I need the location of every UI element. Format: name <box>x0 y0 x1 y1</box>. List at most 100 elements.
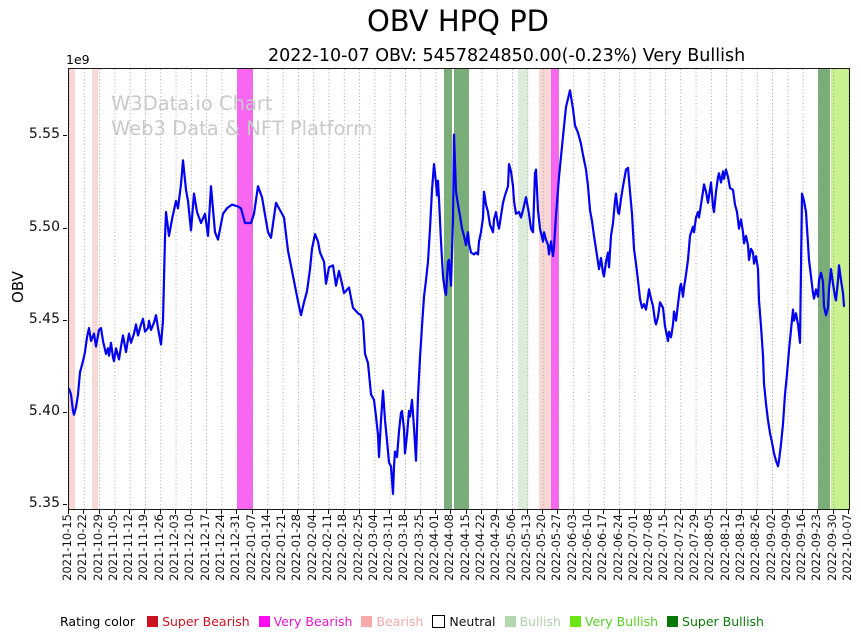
x-tick-label: 2022-07-15 <box>656 514 671 581</box>
legend-item-bearish: Bearish <box>361 614 423 629</box>
x-tick-label: 2021-12-24 <box>212 514 227 581</box>
legend-item-very-bearish: Very Bearish <box>258 614 352 629</box>
y-tick-label: 5.50 <box>28 218 60 235</box>
x-tick-mark <box>848 510 849 514</box>
x-tick-mark <box>786 510 788 514</box>
x-tick-label: 2021-10-15 <box>60 514 74 581</box>
legend-swatch <box>569 616 581 627</box>
x-tick-label: 2022-09-16 <box>794 514 809 581</box>
legend-label: Bullish <box>519 614 561 629</box>
watermark-text: W3Data.io Chart <box>111 92 273 115</box>
x-tick-mark <box>389 510 391 514</box>
x-tick-mark <box>251 510 253 514</box>
y-tick-label: 5.35 <box>28 494 60 511</box>
x-tick-mark <box>190 510 192 514</box>
x-tick-label: 2021-12-17 <box>197 514 212 581</box>
legend-label: Super Bullish <box>682 614 764 629</box>
x-tick-mark <box>220 510 222 514</box>
x-tick-label: 2022-06-17 <box>595 514 610 581</box>
x-tick-label: 2022-04-29 <box>488 514 503 581</box>
x-tick-label: 2021-11-26 <box>151 514 166 581</box>
x-tick-label: 2022-03-25 <box>411 514 426 581</box>
x-tick-label: 2021-12-31 <box>228 514 243 581</box>
x-tick-mark <box>480 510 482 514</box>
y-tick-label: 5.45 <box>28 310 60 327</box>
x-tick-label: 2022-06-10 <box>580 514 594 581</box>
x-tick-mark <box>465 510 467 514</box>
legend-item-super-bearish: Super Bearish <box>147 614 250 629</box>
plot-area: W3Data.io Chart Web3 Data & NFT Platform <box>68 68 850 510</box>
x-tick-mark <box>542 510 544 514</box>
chart-subtitle: 2022-10-07 OBV: 5457824850.00(-0.23%) Ve… <box>268 46 746 66</box>
legend-swatch <box>667 616 679 627</box>
x-tick-label: 2022-09-23 <box>809 514 824 581</box>
x-tick-mark <box>618 510 620 514</box>
x-tick-label: 2022-07-08 <box>641 514 656 581</box>
x-tick-mark <box>266 510 268 514</box>
x-tick-mark <box>664 510 666 514</box>
y-tick-label: 5.55 <box>28 126 60 143</box>
x-tick-mark <box>740 510 742 514</box>
rating-band-bearish <box>69 69 75 509</box>
x-tick-label: 2021-12-10 <box>182 514 197 581</box>
rating-band-very-bullish <box>831 69 849 509</box>
x-tick-label: 2022-05-06 <box>503 514 518 581</box>
x-tick-label: 2022-06-03 <box>564 514 579 581</box>
x-tick-mark <box>511 510 513 514</box>
x-tick-label: 2022-01-21 <box>274 514 289 581</box>
x-tick-mark <box>144 510 146 514</box>
y-tick-mark <box>63 135 67 137</box>
x-tick-mark <box>832 510 834 514</box>
x-tick-label: 2022-03-04 <box>365 514 380 581</box>
legend-swatch <box>147 616 159 627</box>
x-tick-mark <box>175 510 177 514</box>
x-tick-label: 2022-08-26 <box>748 514 763 581</box>
chart-title: OBV HPQ PD <box>366 4 550 38</box>
x-tick-label: 2022-01-07 <box>243 514 258 581</box>
x-tick-mark <box>404 510 406 514</box>
legend-label: Super Bearish <box>162 614 250 629</box>
x-tick-mark <box>557 510 559 514</box>
x-tick-label: 2022-06-24 <box>610 514 625 581</box>
x-tick-mark <box>129 510 131 514</box>
x-tick-label: 2022-08-19 <box>732 514 747 581</box>
legend-title: Rating color <box>60 614 136 629</box>
x-tick-mark <box>496 510 498 514</box>
x-tick-mark <box>68 510 69 514</box>
x-tick-label: 2022-01-14 <box>258 514 273 581</box>
x-tick-mark <box>802 510 804 514</box>
x-tick-mark <box>98 510 100 514</box>
legend-label: Neutral <box>449 614 496 629</box>
x-tick-label: 2022-04-01 <box>427 514 442 581</box>
x-tick-mark <box>572 510 574 514</box>
x-tick-label: 2022-07-29 <box>687 514 702 581</box>
x-tick-mark <box>633 510 635 514</box>
x-tick-mark <box>603 510 605 514</box>
x-tick-label: 2022-03-11 <box>381 514 396 581</box>
y-axis-offset-label: 1e9 <box>66 52 90 67</box>
x-tick-mark <box>312 510 314 514</box>
x-tick-mark <box>113 510 115 514</box>
y-tick-mark <box>63 319 67 321</box>
rating-band-bearish <box>539 69 551 509</box>
rating-band-very-bearish <box>237 69 253 509</box>
x-tick-label: 2022-08-05 <box>702 514 717 581</box>
x-tick-mark <box>343 510 345 514</box>
x-tick-label: 2022-08-12 <box>717 514 732 581</box>
legend-swatch <box>432 615 446 628</box>
x-tick-label: 2022-02-04 <box>304 514 319 581</box>
x-tick-label: 2022-10-07 <box>840 514 854 581</box>
x-tick-label: 2021-12-03 <box>167 514 182 581</box>
x-tick-label: 2022-02-18 <box>335 514 350 581</box>
x-tick-mark <box>679 510 681 514</box>
x-tick-mark <box>817 510 819 514</box>
legend-item-bullish: Bullish <box>504 614 561 629</box>
x-tick-mark <box>526 510 528 514</box>
x-tick-mark <box>419 510 421 514</box>
legend-swatch <box>504 616 516 627</box>
x-tick-mark <box>328 510 329 514</box>
x-tick-mark <box>725 510 727 514</box>
y-tick-mark <box>63 411 67 413</box>
x-tick-mark <box>83 510 85 514</box>
